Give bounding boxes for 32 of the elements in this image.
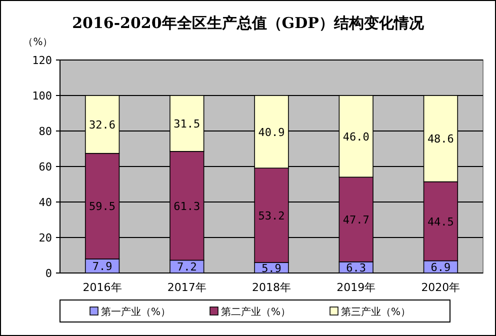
text: 7.9 [92, 260, 112, 273]
y-tick-label: 40 [38, 196, 52, 209]
y-tick-label: 100 [32, 90, 52, 102]
x-tick-label: 2017年 [167, 281, 206, 294]
text: 32.6 [89, 118, 116, 132]
y-tick-label: 80 [38, 125, 52, 138]
text: 6.9 [430, 260, 451, 274]
x-tick-label: 2016年 [82, 281, 122, 294]
text: 53.2 [258, 209, 285, 222]
text: 31.5 [174, 117, 200, 130]
legend-label: 第三产业（%） [341, 306, 411, 318]
text: 5.9 [262, 262, 282, 275]
y-tick-label: 0 [45, 267, 52, 280]
legend-label: 第二产业（%） [221, 306, 291, 318]
text: 48.6 [427, 132, 454, 146]
text: 40.9 [258, 126, 285, 139]
text: 44.5 [427, 215, 454, 228]
chart-title: 2016-2020年全区生产总值（GDP）结构变化情况 [72, 14, 425, 32]
text: 59.5 [89, 200, 116, 214]
x-tick-label: 2020年 [421, 281, 460, 294]
text: 47.7 [342, 213, 370, 226]
y-axis-title: （%） [23, 37, 53, 48]
text: 6.3 [346, 261, 366, 274]
x-tick-label: 2019年 [336, 281, 376, 294]
legend-label: 第一产业（%） [101, 306, 171, 318]
y-tick-label: 20 [38, 232, 52, 244]
text: 61.3 [174, 200, 200, 213]
x-tick-label: 2018年 [252, 281, 291, 294]
y-tick-label: 120 [32, 54, 52, 67]
text: 46.0 [342, 130, 370, 144]
y-tick-label: 60 [38, 160, 52, 174]
text: 7.2 [176, 260, 197, 274]
